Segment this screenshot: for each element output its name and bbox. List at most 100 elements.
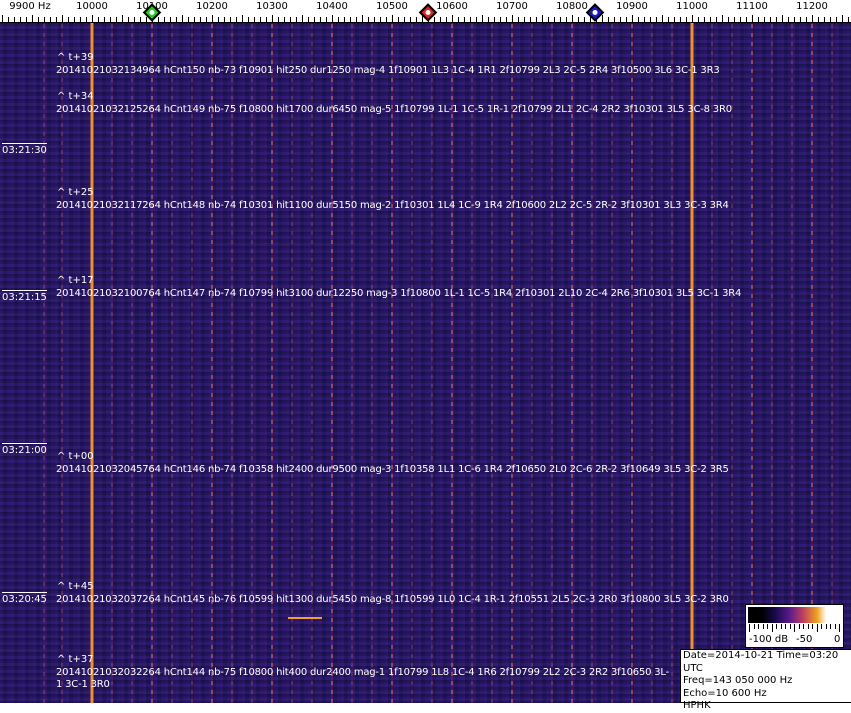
ruler-tick [608, 17, 609, 22]
signal-line [151, 23, 153, 703]
ruler-tick [68, 17, 69, 22]
signal-line [310, 23, 313, 703]
ruler-tick [122, 15, 123, 22]
legend-tick [807, 624, 809, 629]
ruler-tick [668, 17, 669, 22]
ruler-tick [830, 17, 831, 22]
color-scale-legend: -100 dB -50 0 [745, 604, 844, 648]
ruler-tick [752, 15, 753, 22]
freq-label: 10000 [76, 1, 108, 12]
ruler-tick [362, 15, 363, 22]
freq-label: 10300 [256, 1, 288, 12]
ruler-tick [518, 17, 519, 22]
ruler-tick [398, 17, 399, 22]
legend-max-label: 0 [834, 634, 841, 645]
ruler-tick [272, 15, 273, 22]
ruler-tick [182, 15, 183, 22]
ruler-tick [350, 17, 351, 22]
signal-line [730, 23, 733, 703]
legend-tick [825, 624, 827, 629]
ruler-tick [734, 17, 735, 22]
detection-text: 20141021032037264 hCnt145 nb-76 f10599 h… [56, 594, 729, 605]
signal-line [190, 23, 193, 703]
legend-tick [762, 624, 764, 629]
signal-line [211, 23, 213, 703]
detection-tag: ^ t+00 [57, 451, 94, 462]
ruler-tick [464, 17, 465, 22]
ruler-tick [200, 17, 201, 22]
ruler-tick [488, 17, 489, 22]
ruler-tick [542, 15, 543, 22]
ruler-tick [776, 17, 777, 22]
legend-tick [789, 624, 791, 629]
ruler-tick [560, 17, 561, 22]
signal-line [550, 23, 553, 703]
signal-line [451, 23, 453, 703]
ruler-tick [176, 17, 177, 22]
ruler-tick [74, 17, 75, 22]
legend-tick [821, 624, 822, 629]
legend-tick [803, 624, 804, 629]
ruler-tick [236, 17, 237, 22]
signal-line [590, 23, 593, 703]
ruler-tick [62, 15, 63, 22]
ruler-tick [338, 17, 339, 22]
ruler-tick [254, 17, 255, 22]
carrier-line [90, 23, 94, 703]
detection-tag: ^ t+25 [57, 187, 94, 198]
ruler-tick [836, 17, 837, 22]
ruler-tick [368, 17, 369, 22]
ruler-tick [638, 17, 639, 22]
detection-tag: ^ t+37 [57, 654, 94, 665]
freq-label: 10600 [436, 1, 468, 12]
ruler-tick [356, 17, 357, 22]
ruler-tick [158, 17, 159, 22]
ruler-tick [794, 17, 795, 22]
ruler-tick [620, 17, 621, 22]
ruler-tick [578, 17, 579, 22]
legend-tick [753, 624, 755, 629]
ruler-tick [92, 15, 93, 22]
ruler-tick [536, 17, 537, 22]
ruler-tick [374, 17, 375, 22]
legend-tick [816, 624, 818, 632]
meteor-echo-trace [288, 617, 322, 619]
time-label: 03:21:15 [2, 290, 47, 303]
ruler-tick [674, 17, 675, 22]
ruler-tick [662, 15, 663, 22]
ruler-tick [320, 17, 321, 22]
carrier-line [690, 23, 694, 703]
info-box: Date=2014-10-21 Time=03:20 UTC Freq=143 … [680, 649, 851, 711]
legend-tick [794, 624, 795, 632]
spectrogram[interactable]: 03:21:30 03:21:15 03:21:00 03:20:45 ^ t+39 2… [0, 23, 851, 703]
legend-tick [812, 624, 813, 629]
ruler-tick [110, 17, 111, 22]
freq-label: 11000 [676, 1, 708, 12]
ruler-tick [302, 15, 303, 22]
ruler-tick [164, 17, 165, 22]
ruler-tick [38, 17, 39, 22]
legend-tick [785, 624, 786, 629]
ruler-tick [248, 17, 249, 22]
freq-unit-label: 9900 Hz [9, 1, 51, 12]
ruler-tick [512, 15, 513, 22]
ruler-tick [770, 17, 771, 22]
ruler-tick [482, 15, 483, 22]
ruler-tick [650, 17, 651, 22]
ruler-tick [680, 17, 681, 22]
ruler-tick [8, 17, 9, 22]
ruler-tick [98, 17, 99, 22]
legend-tick [839, 624, 840, 632]
signal-line [230, 23, 233, 703]
signal-line [410, 23, 413, 703]
ruler-tick [590, 17, 591, 22]
ruler-tick [242, 15, 243, 22]
ruler-tick [56, 17, 57, 22]
ruler-tick [380, 17, 381, 22]
ruler-tick [14, 17, 15, 22]
ruler-tick [722, 15, 723, 22]
ruler-tick [494, 17, 495, 22]
ruler-tick [704, 17, 705, 22]
ruler-tick [728, 17, 729, 22]
signal-line [61, 23, 63, 703]
